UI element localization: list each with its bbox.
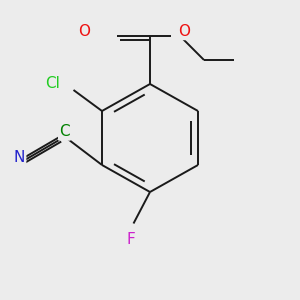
- Text: Cl: Cl: [45, 76, 60, 92]
- Text: O: O: [178, 24, 190, 39]
- Text: C: C: [59, 124, 70, 140]
- Text: F: F: [126, 232, 135, 247]
- Text: N: N: [14, 150, 25, 165]
- Text: O: O: [78, 24, 90, 39]
